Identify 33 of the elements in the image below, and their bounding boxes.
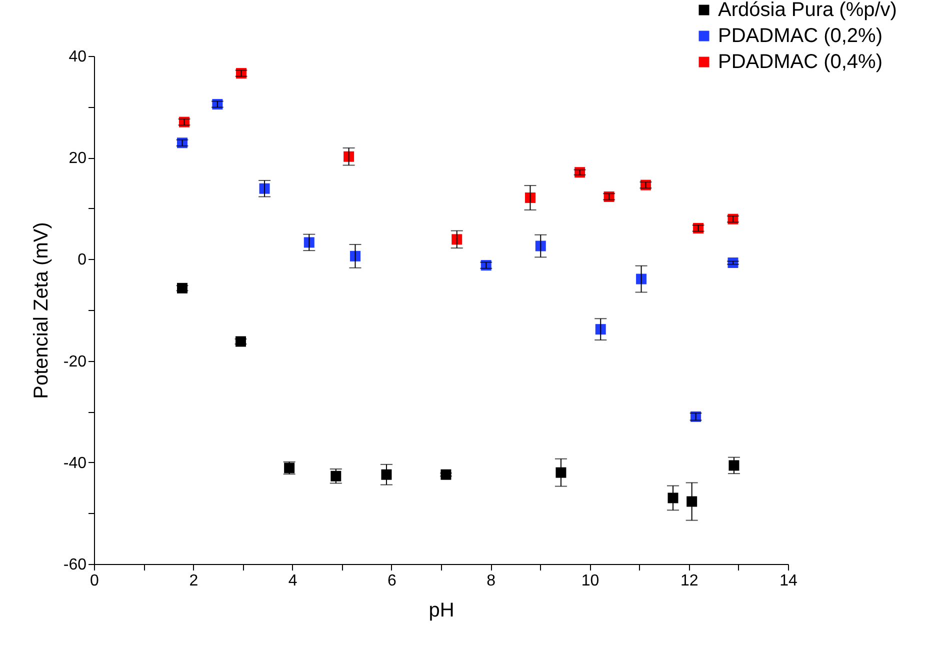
x-tick-label: 0 xyxy=(90,572,100,590)
x-tick-label: 8 xyxy=(486,572,496,590)
y-axis-title: Potencial Zeta (mV) xyxy=(30,222,52,399)
point xyxy=(595,324,606,335)
point xyxy=(304,237,314,248)
point xyxy=(686,496,698,507)
point xyxy=(524,192,536,203)
point xyxy=(452,234,462,245)
point xyxy=(728,460,740,471)
x-tick-label: 10 xyxy=(581,572,600,590)
point xyxy=(350,250,360,262)
point xyxy=(259,183,270,194)
y-tick-label: 40 xyxy=(68,48,87,66)
x-tick-label: 6 xyxy=(387,572,396,590)
legend-label: Ardósia Pura (%p/v) xyxy=(718,0,897,21)
x-tick-label: 4 xyxy=(288,572,298,590)
y-tick-label: -20 xyxy=(63,353,87,370)
y-tick-label: 0 xyxy=(78,252,87,269)
point xyxy=(381,469,392,480)
point xyxy=(556,467,566,478)
x-axis-title: pH xyxy=(428,600,454,622)
x-tick-label: 2 xyxy=(189,572,198,590)
point xyxy=(535,240,546,252)
y-tick-label: 20 xyxy=(68,150,87,168)
x-tick-label: 12 xyxy=(680,572,698,590)
point xyxy=(636,274,647,284)
y-tick-label: -40 xyxy=(63,454,87,472)
legend-label: PDADMAC (0,2%) xyxy=(718,25,882,47)
point xyxy=(344,151,354,162)
point xyxy=(330,470,342,482)
y-tick-label: -60 xyxy=(63,556,87,574)
x-tick-label: 14 xyxy=(780,572,798,590)
legend-label: PDADMAC (0,4%) xyxy=(718,51,882,73)
